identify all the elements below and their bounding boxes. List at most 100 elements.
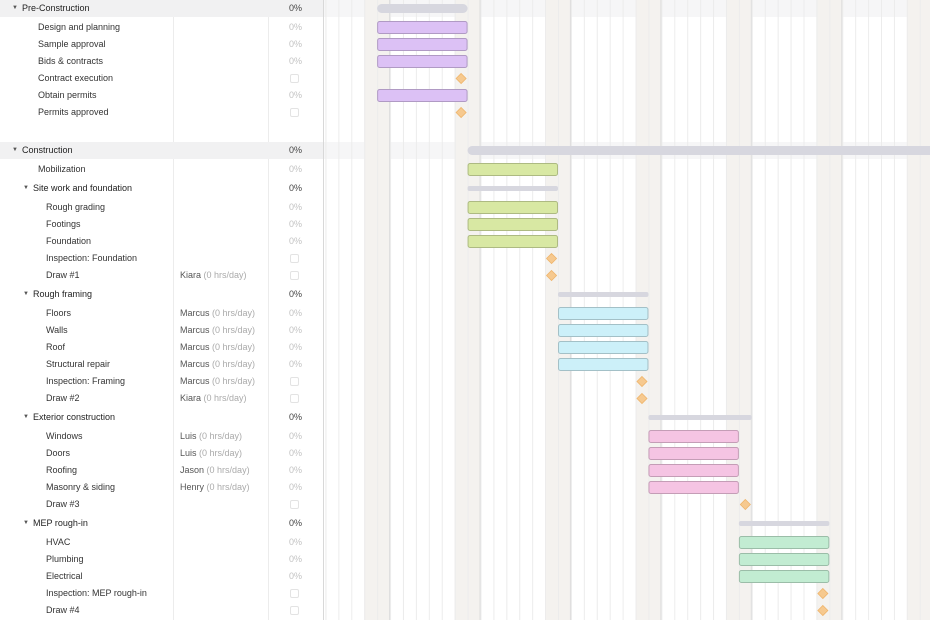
task-bar[interactable]: [558, 358, 649, 371]
percent-complete[interactable]: 0%: [288, 289, 302, 299]
percent-complete[interactable]: 0%: [288, 412, 302, 422]
milestone-checkbox[interactable]: [290, 108, 299, 117]
percent-complete[interactable]: 0%: [288, 431, 302, 441]
task-row[interactable]: Bids & contracts 0%: [0, 53, 323, 70]
task-bar[interactable]: [377, 89, 468, 102]
summary-bar[interactable]: [467, 186, 559, 191]
task-bar[interactable]: [467, 163, 559, 176]
task-row[interactable]: Windows Luis (0 hrs/day) 0%: [0, 428, 323, 445]
task-row[interactable]: Permits approved: [0, 104, 323, 121]
task-bar[interactable]: [377, 21, 468, 34]
task-bar[interactable]: [558, 324, 649, 337]
milestone-checkbox[interactable]: [290, 271, 299, 280]
task-row[interactable]: Draw #1 Kiara (0 hrs/day): [0, 267, 323, 284]
group-row[interactable]: ▼ Pre-Construction 0%: [0, 0, 323, 17]
task-row[interactable]: Roof Marcus (0 hrs/day) 0%: [0, 339, 323, 356]
percent-complete[interactable]: 0%: [288, 219, 302, 229]
percent-complete[interactable]: 0%: [288, 39, 302, 49]
task-row[interactable]: Rough grading 0%: [0, 199, 323, 216]
milestone-checkbox[interactable]: [290, 394, 299, 403]
percent-complete[interactable]: 0%: [288, 56, 302, 66]
task-bar[interactable]: [558, 307, 649, 320]
summary-bar[interactable]: [467, 146, 930, 155]
task-row[interactable]: Footings 0%: [0, 216, 323, 233]
task-row[interactable]: Masonry & siding Henry (0 hrs/day) 0%: [0, 479, 323, 496]
percent-complete[interactable]: 0%: [288, 3, 302, 13]
percent-complete[interactable]: 0%: [288, 465, 302, 475]
summary-bar[interactable]: [377, 4, 468, 13]
task-row[interactable]: Structural repair Marcus (0 hrs/day) 0%: [0, 356, 323, 373]
task-bar[interactable]: [467, 218, 559, 231]
task-row[interactable]: Electrical 0%: [0, 568, 323, 585]
task-row[interactable]: HVAC 0%: [0, 534, 323, 551]
percent-complete[interactable]: 0%: [288, 571, 302, 581]
task-bar[interactable]: [467, 235, 559, 248]
task-bar[interactable]: [648, 447, 739, 460]
task-row[interactable]: Contract execution: [0, 70, 323, 87]
collapse-caret-icon[interactable]: ▼: [12, 5, 18, 11]
percent-complete[interactable]: 0%: [288, 22, 302, 32]
subgroup-row[interactable]: ▼ MEP rough-in 0%: [0, 515, 323, 532]
task-row[interactable]: Inspection: MEP rough-in: [0, 585, 323, 602]
subgroup-row[interactable]: ▼ Exterior construction 0%: [0, 409, 323, 426]
task-row[interactable]: Doors Luis (0 hrs/day) 0%: [0, 445, 323, 462]
task-row[interactable]: Draw #3: [0, 496, 323, 513]
collapse-caret-icon[interactable]: ▼: [12, 147, 18, 153]
subgroup-row[interactable]: ▼ Site work and foundation 0%: [0, 180, 323, 197]
milestone-checkbox[interactable]: [290, 606, 299, 615]
task-bar[interactable]: [648, 481, 739, 494]
collapse-caret-icon[interactable]: ▼: [23, 520, 29, 526]
milestone-diamond[interactable]: [739, 498, 751, 511]
task-row[interactable]: Inspection: Foundation: [0, 250, 323, 267]
percent-complete[interactable]: 0%: [288, 202, 302, 212]
percent-complete[interactable]: 0%: [288, 236, 302, 246]
percent-complete[interactable]: 0%: [288, 325, 302, 335]
summary-bar[interactable]: [558, 292, 649, 297]
milestone-checkbox[interactable]: [290, 74, 299, 83]
task-row[interactable]: Floors Marcus (0 hrs/day) 0%: [0, 305, 323, 322]
collapse-caret-icon[interactable]: ▼: [23, 414, 29, 420]
percent-complete[interactable]: 0%: [288, 359, 302, 369]
percent-complete[interactable]: 0%: [288, 448, 302, 458]
percent-complete[interactable]: 0%: [288, 482, 302, 492]
subgroup-row[interactable]: ▼ Rough framing 0%: [0, 286, 323, 303]
milestone-diamond[interactable]: [817, 587, 829, 600]
percent-complete[interactable]: 0%: [288, 518, 302, 528]
percent-complete[interactable]: 0%: [288, 164, 302, 174]
milestone-diamond[interactable]: [455, 106, 467, 119]
percent-complete[interactable]: 0%: [288, 90, 302, 100]
task-row[interactable]: Sample approval 0%: [0, 36, 323, 53]
milestone-diamond[interactable]: [455, 72, 467, 85]
task-row[interactable]: Design and planning 0%: [0, 19, 323, 36]
task-bar[interactable]: [467, 201, 559, 214]
task-row[interactable]: Mobilization 0%: [0, 161, 323, 178]
milestone-diamond[interactable]: [636, 392, 648, 405]
task-bar[interactable]: [377, 38, 468, 51]
milestone-checkbox[interactable]: [290, 377, 299, 386]
milestone-checkbox[interactable]: [290, 254, 299, 263]
milestone-diamond[interactable]: [817, 604, 829, 617]
task-row[interactable]: Roofing Jason (0 hrs/day) 0%: [0, 462, 323, 479]
task-bar[interactable]: [558, 341, 649, 354]
percent-complete[interactable]: 0%: [288, 183, 302, 193]
task-row[interactable]: Draw #4: [0, 602, 323, 619]
task-bar[interactable]: [648, 430, 739, 443]
milestone-diamond[interactable]: [636, 375, 648, 388]
task-row[interactable]: Walls Marcus (0 hrs/day) 0%: [0, 322, 323, 339]
task-bar[interactable]: [738, 553, 830, 566]
summary-bar[interactable]: [648, 415, 752, 420]
milestone-diamond[interactable]: [545, 252, 558, 265]
milestone-checkbox[interactable]: [290, 589, 299, 598]
percent-complete[interactable]: 0%: [288, 537, 302, 547]
task-row[interactable]: Obtain permits 0%: [0, 87, 323, 104]
task-row[interactable]: Inspection: Framing Marcus (0 hrs/day): [0, 373, 323, 390]
milestone-diamond[interactable]: [545, 269, 558, 282]
percent-complete[interactable]: 0%: [288, 554, 302, 564]
task-bar[interactable]: [377, 55, 468, 68]
task-row[interactable]: Foundation 0%: [0, 233, 323, 250]
summary-bar[interactable]: [738, 521, 830, 526]
group-row[interactable]: ▼ Construction 0%: [0, 142, 323, 159]
percent-complete[interactable]: 0%: [288, 145, 302, 155]
milestone-checkbox[interactable]: [290, 500, 299, 509]
task-row[interactable]: Plumbing 0%: [0, 551, 323, 568]
